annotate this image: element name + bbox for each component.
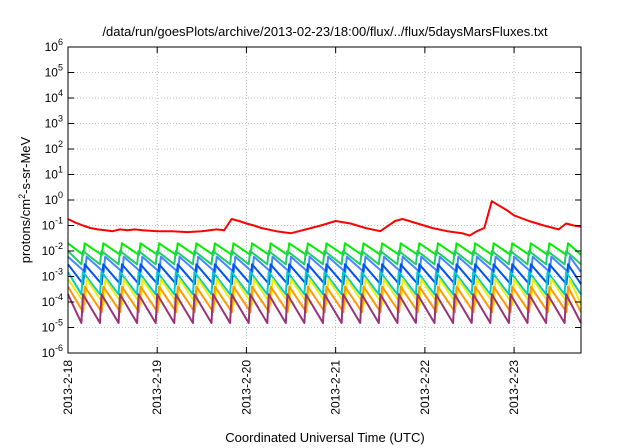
x-axis-label: Coordinated Universal Time (UTC) [225,430,424,445]
x-tick-labels: 2013-2-18 2013-2-19 2013-2-20 2013-2-21 2013… [61,360,521,415]
y-tick-exponent: 0 [58,190,63,200]
series-line-purple [67,293,582,324]
y-tick-label: 102 [45,139,63,156]
y-tick-exponent: -4 [55,292,63,302]
series-line-red [67,200,582,237]
y-tick-base: 10 [45,40,59,54]
y-axis-label-units: -s-sr-MeV [18,136,33,193]
x-tick-label: 2013-2-23 [507,360,521,415]
y-tick-exponent: 6 [58,37,63,47]
y-tick-base: 10 [42,321,56,335]
y-tick-label: 106 [45,37,63,54]
y-tick-labels: 10-610-510-410-310-210-11001011021031041… [42,37,63,360]
y-tick-label: 104 [45,88,63,105]
series-layer [67,200,582,324]
y-tick-label: 10-6 [42,343,63,360]
y-tick-base: 10 [45,168,59,182]
series-line-cyan [67,271,582,296]
y-tick-exponent: 4 [58,88,63,98]
y-tick-base: 10 [45,91,59,105]
x-tick-label: 2013-2-22 [418,360,432,415]
y-tick-label: 105 [45,63,63,80]
y-tick-base: 10 [42,270,56,284]
y-axis-label-superscript: 2 [17,194,27,199]
y-axis-label: protons/cm2-s-sr-MeV [17,136,33,263]
y-tick-exponent: 3 [58,114,63,124]
y-tick-label: 10-1 [42,216,63,233]
y-tick-exponent: -1 [55,216,63,226]
y-tick-exponent: 5 [58,63,63,73]
y-tick-base: 10 [42,244,56,258]
y-tick-exponent: 1 [58,165,63,175]
y-tick-base: 10 [42,295,56,309]
series-line-light-green [67,250,582,266]
axis-ticks [67,46,581,354]
x-tick-label: 2013-2-19 [150,360,164,415]
x-tick-label: 2013-2-18 [61,360,75,415]
x-tick-label: 2013-2-20 [239,360,253,415]
y-tick-exponent: -3 [55,267,63,277]
y-axis-label-main: protons/cm [18,199,33,263]
y-tick-label: 101 [45,165,63,182]
y-tick-base: 10 [45,142,59,156]
y-tick-base: 10 [42,219,56,233]
y-tick-label: 100 [45,190,63,207]
x-tick-label: 2013-2-21 [329,360,343,415]
y-tick-label: 103 [45,114,63,131]
y-tick-label: 10-3 [42,267,63,284]
y-tick-exponent: -5 [55,318,63,328]
y-tick-exponent: -6 [55,343,63,353]
y-tick-base: 10 [45,193,59,207]
y-tick-base: 10 [45,117,59,131]
chart-title: /data/run/goesPlots/archive/2013-02-23/1… [102,24,548,39]
y-tick-label: 10-4 [42,292,63,309]
y-tick-exponent: 2 [58,139,63,149]
y-tick-base: 10 [45,66,59,80]
y-tick-base: 10 [42,346,56,360]
y-tick-exponent: -2 [55,241,63,251]
series-line-orange [67,285,582,314]
y-tick-label: 10-5 [42,318,63,335]
y-tick-label: 10-2 [42,241,63,258]
